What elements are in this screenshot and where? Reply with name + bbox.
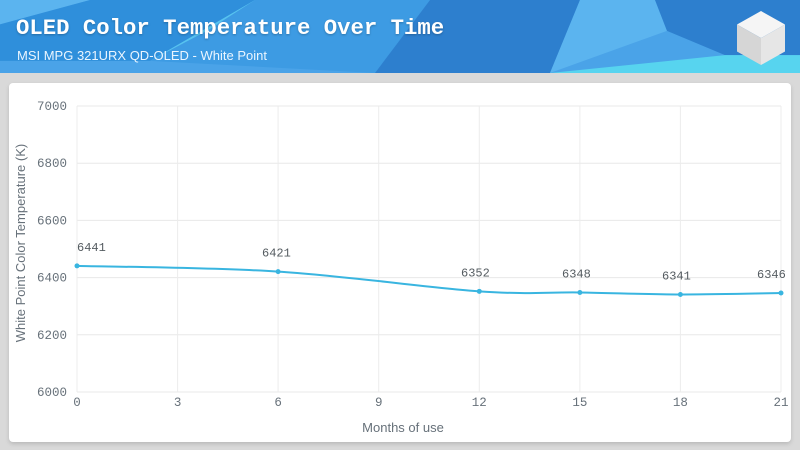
svg-text:7000: 7000 [37,100,67,114]
svg-text:6000: 6000 [37,386,67,400]
svg-text:6441: 6441 [77,241,106,255]
svg-text:Months of use: Months of use [362,420,444,435]
svg-text:21: 21 [773,396,788,410]
svg-text:6400: 6400 [37,272,67,286]
svg-text:6: 6 [274,396,282,410]
svg-text:6421: 6421 [262,247,291,261]
svg-text:6800: 6800 [37,157,67,171]
svg-text:18: 18 [673,396,688,410]
svg-text:6341: 6341 [662,270,691,284]
svg-text:15: 15 [572,396,587,410]
svg-text:12: 12 [472,396,487,410]
svg-text:6352: 6352 [461,266,490,280]
svg-text:6348: 6348 [562,268,591,282]
svg-text:0: 0 [73,396,81,410]
svg-text:White Point Color Temperature: White Point Color Temperature (K) [13,144,28,342]
svg-text:9: 9 [375,396,383,410]
svg-text:6600: 6600 [37,214,67,228]
svg-text:3: 3 [174,396,182,410]
svg-text:6200: 6200 [37,329,67,343]
svg-text:6346: 6346 [757,268,786,282]
